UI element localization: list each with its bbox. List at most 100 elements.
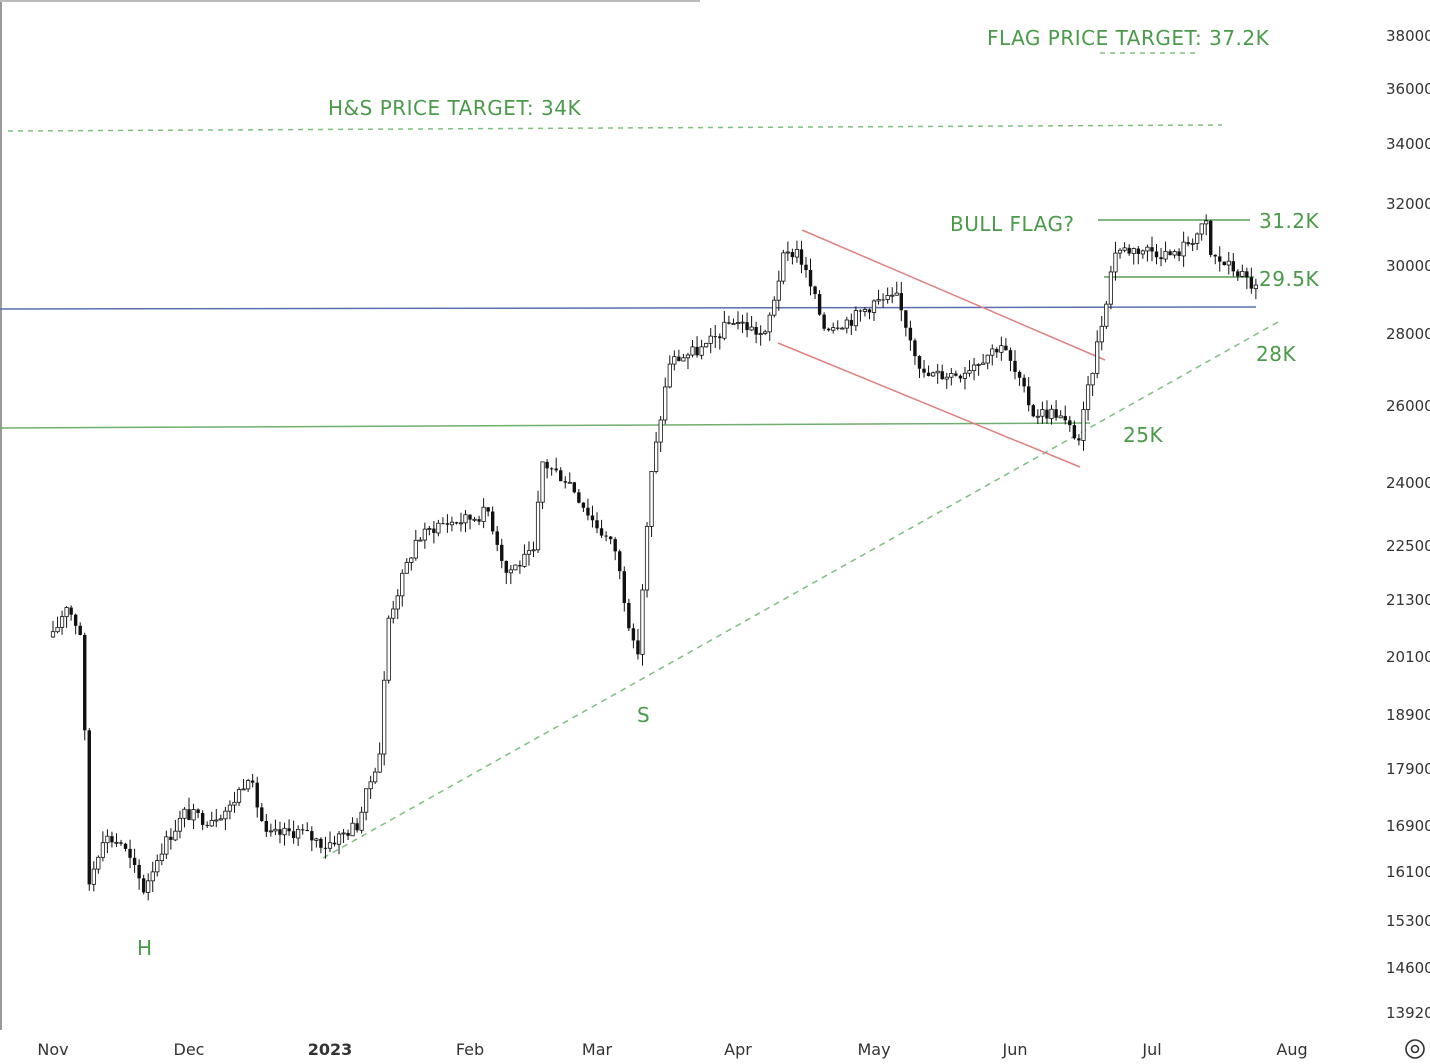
- y-tick-label: 13920: [1386, 1004, 1430, 1022]
- shoulder-label: S: [637, 703, 650, 727]
- candle: [581, 502, 586, 513]
- candle: [958, 374, 963, 383]
- candle: [169, 828, 173, 850]
- candle: [540, 461, 545, 510]
- y-tick-label: 16100: [1386, 863, 1430, 881]
- candle: [549, 467, 554, 476]
- candle: [935, 364, 940, 384]
- candle: [890, 287, 895, 304]
- candle: [218, 814, 223, 821]
- candle: [454, 521, 459, 525]
- candle: [463, 510, 468, 533]
- settings-gear-icon[interactable]: [1405, 1039, 1425, 1059]
- candle: [1190, 238, 1195, 252]
- candle: [735, 311, 741, 330]
- candle: [432, 520, 436, 544]
- x-tick-label: Apr: [724, 1040, 752, 1059]
- candle: [1081, 401, 1086, 451]
- candle: [754, 321, 758, 344]
- x-tick-label: May: [857, 1040, 890, 1059]
- candle: [1236, 269, 1240, 281]
- candle: [273, 819, 278, 836]
- candle: [64, 606, 69, 628]
- candle: [150, 861, 155, 893]
- head-label: H: [137, 936, 153, 960]
- candle: [173, 819, 178, 842]
- candle: [1172, 249, 1177, 259]
- y-tick-label: 17900: [1386, 760, 1430, 778]
- candle: [672, 350, 677, 371]
- y-tick-label: 14600: [1386, 959, 1430, 977]
- candle: [250, 773, 255, 788]
- candle: [59, 610, 65, 635]
- candle: [1035, 409, 1040, 425]
- annotations: FLAG PRICE TARGET: 37.2K H&S PRICE TARGE…: [137, 26, 1319, 960]
- candle: [1150, 236, 1154, 262]
- candle: [209, 811, 214, 827]
- y-axis: 38000 36000 34000 32000 30000 28000 26000 24000…: [1386, 27, 1430, 1022]
- candle: [1022, 374, 1026, 393]
- candle: [164, 830, 169, 859]
- candle: [985, 354, 990, 370]
- candle: [1245, 267, 1249, 290]
- candle: [1058, 410, 1063, 419]
- candle: [1113, 241, 1118, 281]
- candle: [776, 270, 781, 311]
- candle: [1095, 330, 1100, 379]
- candle: [395, 589, 400, 620]
- candle: [481, 498, 486, 529]
- candle: [119, 839, 123, 846]
- hs-target-line: [7, 124, 1223, 132]
- candle: [808, 258, 813, 296]
- candle: [341, 828, 346, 843]
- candle: [976, 363, 981, 376]
- candle: [767, 312, 772, 341]
- candle: [862, 307, 868, 317]
- candle: [1068, 415, 1072, 432]
- candle: [327, 831, 333, 853]
- candle: [1213, 254, 1217, 265]
- x-axis: Nov Dec 2023 Feb Mar Apr May Jun Jul Aug: [37, 1040, 1307, 1059]
- candle: [214, 808, 219, 828]
- candlesticks: [50, 214, 1258, 901]
- candle: [404, 558, 409, 574]
- candle: [640, 584, 645, 666]
- trendlines: [322, 229, 1279, 859]
- hs-target-label: H&S PRICE TARGET: 34K: [328, 96, 581, 120]
- candle: [1017, 370, 1022, 386]
- candle: [282, 822, 287, 846]
- candle: [658, 416, 663, 452]
- candle: [804, 256, 808, 278]
- candle: [926, 365, 931, 377]
- candle: [758, 325, 763, 346]
- candle: [458, 512, 464, 532]
- candle: [1209, 219, 1213, 258]
- candle: [586, 498, 590, 521]
- candle: [1249, 267, 1254, 294]
- candle: [681, 353, 686, 362]
- candle: [858, 309, 863, 322]
- candle: [667, 355, 672, 389]
- candle: [495, 525, 499, 552]
- level-28k-label: 28K: [1256, 342, 1296, 366]
- candle: [78, 622, 82, 636]
- candle: [685, 352, 691, 370]
- candle: [954, 370, 958, 377]
- candle: [867, 308, 872, 320]
- y-tick-label: 15300: [1386, 912, 1430, 930]
- y-tick-label: 30000: [1386, 257, 1430, 275]
- candle: [508, 565, 513, 585]
- candle: [159, 843, 164, 866]
- candle: [749, 315, 754, 331]
- candle: [572, 481, 577, 494]
- candle: [967, 360, 972, 377]
- candle: [1008, 347, 1013, 372]
- candle: [817, 290, 822, 316]
- candle: [708, 328, 713, 354]
- y-tick-label: 24000: [1386, 474, 1430, 492]
- candle: [132, 848, 137, 873]
- candle: [1122, 242, 1127, 253]
- candle: [567, 472, 572, 484]
- candle: [1136, 246, 1140, 265]
- candle: [781, 249, 786, 285]
